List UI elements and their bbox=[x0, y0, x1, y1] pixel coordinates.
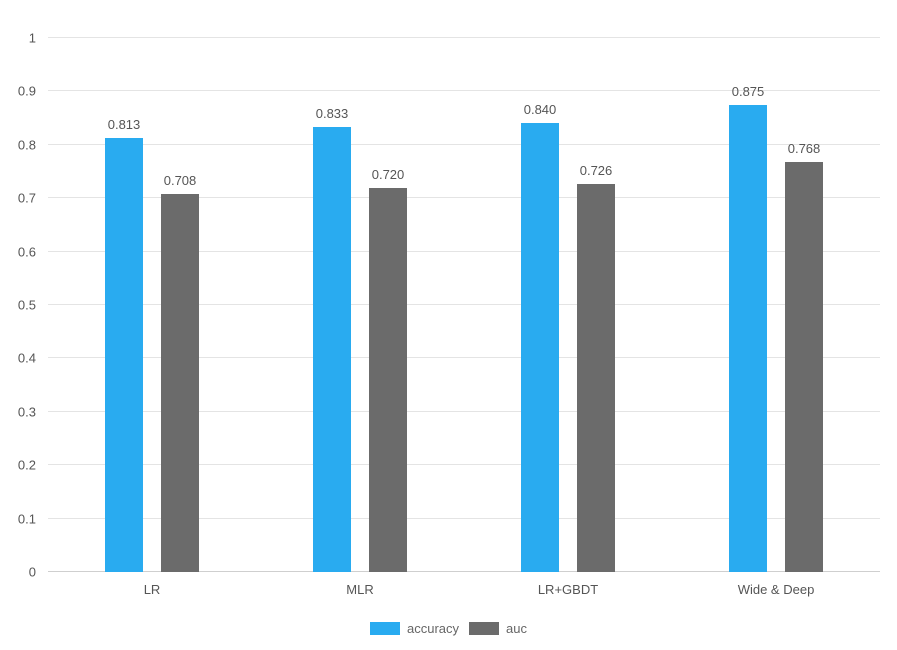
y-tick-label: 0.8 bbox=[17, 137, 36, 153]
y-gridline bbox=[48, 357, 880, 359]
y-tick-label: 0.2 bbox=[17, 457, 36, 473]
y-gridline bbox=[48, 571, 880, 572]
y-tick-label: 0.5 bbox=[17, 297, 36, 313]
bar-value-label: 0.708 bbox=[163, 172, 197, 188]
bar-accuracy: 0.840 bbox=[521, 102, 559, 572]
bar-accuracy: 0.833 bbox=[313, 106, 351, 572]
bar-value-label: 0.833 bbox=[315, 106, 349, 122]
x-category-label: LR bbox=[143, 582, 161, 597]
legend-item-auc: auc bbox=[469, 621, 527, 636]
x-category-label: MLR bbox=[346, 582, 374, 597]
y-gridline bbox=[48, 37, 880, 38]
y-gridline bbox=[48, 410, 880, 412]
y-gridline bbox=[48, 517, 880, 519]
x-category-label: LR+GBDT bbox=[537, 582, 599, 597]
bar-accuracy: 0.813 bbox=[105, 117, 143, 572]
y-tick-label: 0.7 bbox=[17, 190, 36, 206]
bar-groups: 0.813 0.708 0.833 0.720 0.840 0.726 0.875 0.768 bbox=[48, 38, 880, 572]
bar-group: 0.813 0.708 bbox=[48, 38, 256, 572]
bar-value-label: 0.875 bbox=[731, 83, 765, 99]
legend-label: auc bbox=[506, 621, 527, 636]
y-tick-label: 0.9 bbox=[17, 83, 36, 99]
y-gridline bbox=[48, 464, 880, 466]
bar-value-label: 0.720 bbox=[371, 166, 405, 182]
bar-value-label: 0.768 bbox=[787, 140, 821, 156]
bar-accuracy: 0.875 bbox=[729, 84, 767, 572]
bar-value-label: 0.813 bbox=[107, 116, 141, 132]
y-tick-label: 0 bbox=[28, 564, 36, 580]
y-tick-label: 0.3 bbox=[17, 404, 36, 420]
x-axis-labels: LR MLR LR+GBDT Wide & Deep bbox=[48, 572, 880, 597]
bar-value-label: 0.840 bbox=[523, 102, 557, 118]
legend-swatch-accuracy bbox=[370, 622, 400, 635]
legend-item-accuracy: accuracy bbox=[370, 621, 459, 636]
y-gridline bbox=[48, 250, 880, 252]
legend-label: accuracy bbox=[407, 621, 460, 636]
y-tick-label: 0.6 bbox=[17, 244, 36, 260]
bar-auc: 0.708 bbox=[161, 173, 199, 572]
y-gridline bbox=[48, 304, 880, 305]
bar-auc: 0.720 bbox=[369, 167, 407, 572]
y-tick-label: 1 bbox=[28, 30, 36, 46]
y-tick-label: 0.1 bbox=[17, 511, 36, 527]
legend-swatch-auc bbox=[469, 622, 500, 635]
y-gridline bbox=[48, 90, 880, 92]
legend: accuracy auc bbox=[0, 621, 897, 636]
bar-group: 0.840 0.726 bbox=[464, 38, 672, 572]
bar-auc: 0.768 bbox=[785, 141, 823, 572]
y-gridline bbox=[48, 143, 880, 145]
x-category-label: Wide & Deep bbox=[737, 582, 815, 597]
bar-group: 0.875 0.768 bbox=[672, 38, 880, 572]
bar-auc: 0.726 bbox=[577, 163, 615, 572]
bar-group: 0.833 0.720 bbox=[256, 38, 464, 572]
bar-value-label: 0.726 bbox=[579, 163, 613, 179]
y-gridline bbox=[48, 197, 880, 199]
y-tick-label: 0.4 bbox=[17, 350, 36, 366]
plot-area: 0 0.1 0.2 0.3 0.4 0.5 0.6 0.7 0.8 0.9 1 0.813 0.708… bbox=[18, 31, 880, 597]
